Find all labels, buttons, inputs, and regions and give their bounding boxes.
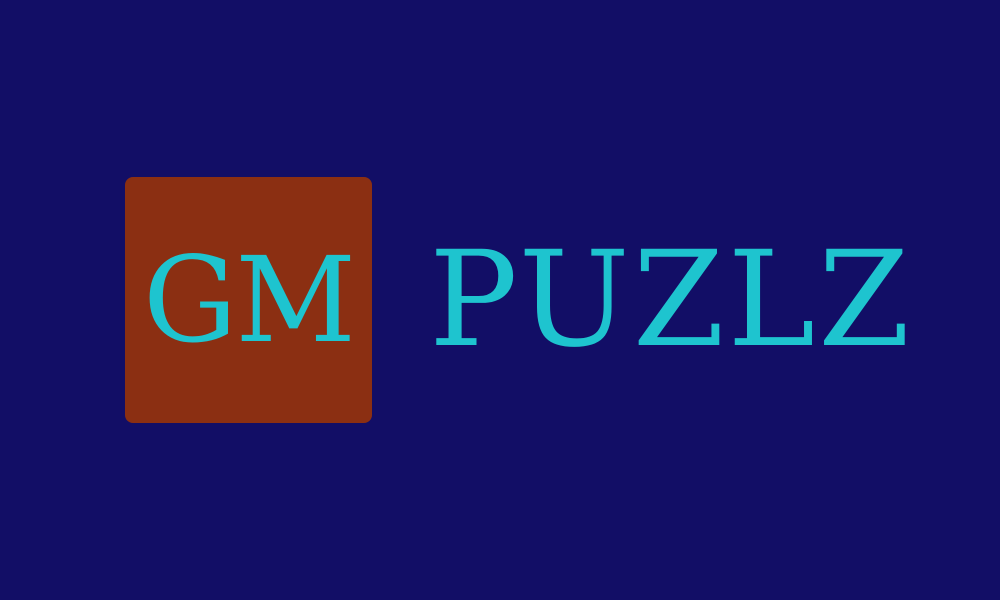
logo-mark: GM [125, 177, 372, 423]
logo-mark-text: GM [142, 231, 356, 369]
logo-wordmark: PUZLZ [429, 223, 913, 377]
